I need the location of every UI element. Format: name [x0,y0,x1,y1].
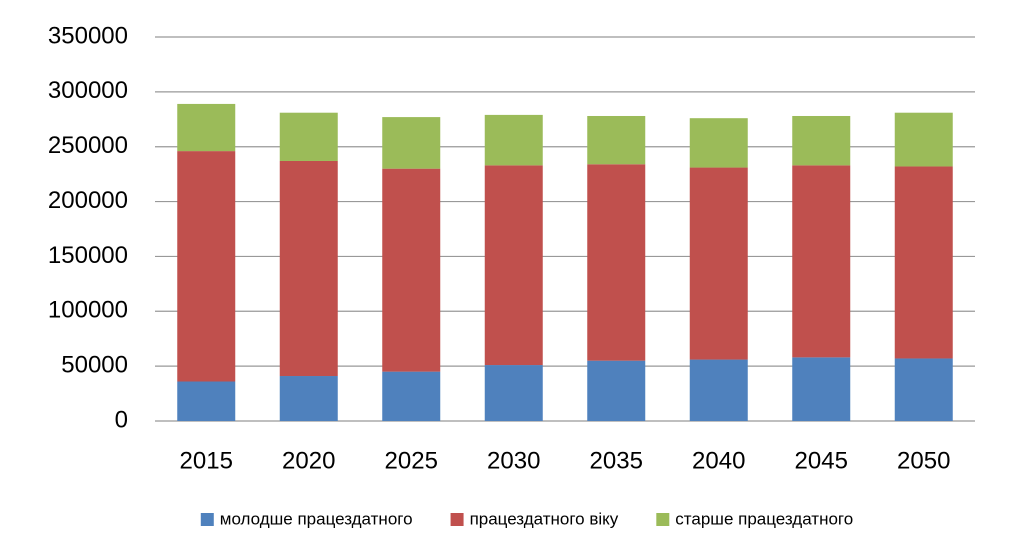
y-tick-label: 0 [115,406,128,433]
bar-segment [792,115,851,166]
bar-segment [689,359,748,421]
x-tick-label: 2045 [795,447,848,474]
bar-segment [894,166,953,359]
legend-label: молодше працездатного [220,509,413,528]
legend-swatch [200,513,214,526]
bar-segment [177,103,236,152]
bar-segment [484,365,543,421]
bar-segment [382,117,441,169]
x-tick-label: 2040 [692,447,745,474]
bar-segment [279,160,338,377]
x-tick-label: 2015 [180,447,233,474]
x-tick-label: 2035 [590,447,643,474]
y-tick-label: 150000 [48,242,128,269]
legend-swatch [450,513,464,526]
bar-segment [792,165,851,358]
x-tick-label: 2050 [897,447,950,474]
bar-segment [587,360,646,421]
bar-segment [279,112,338,161]
bar-segment [689,167,748,360]
bar-segment [279,376,338,421]
bar-segment [894,112,953,167]
bar-segment [689,118,748,168]
bar-segment [484,114,543,166]
legend-label: працездатного віку [470,509,619,528]
legend-label: старше працездатного [675,509,853,528]
y-tick-label: 350000 [48,22,128,49]
legend-swatch [656,513,670,526]
bar-segment [177,381,236,421]
bar-segment [484,165,543,366]
bar-segment [587,164,646,361]
bar-segment [382,371,441,421]
bar-segment [587,115,646,165]
y-tick-label: 50000 [61,351,128,378]
x-tick-label: 2030 [487,447,540,474]
y-tick-label: 100000 [48,297,128,324]
bar-segment [177,151,236,382]
y-tick-label: 300000 [48,77,128,104]
bar-segment [792,357,851,421]
x-tick-label: 2025 [385,447,438,474]
x-tick-label: 2020 [282,447,335,474]
bar-segment [382,168,441,372]
bar-segment [894,358,953,421]
y-tick-label: 250000 [48,132,128,159]
y-tick-label: 200000 [48,187,128,214]
